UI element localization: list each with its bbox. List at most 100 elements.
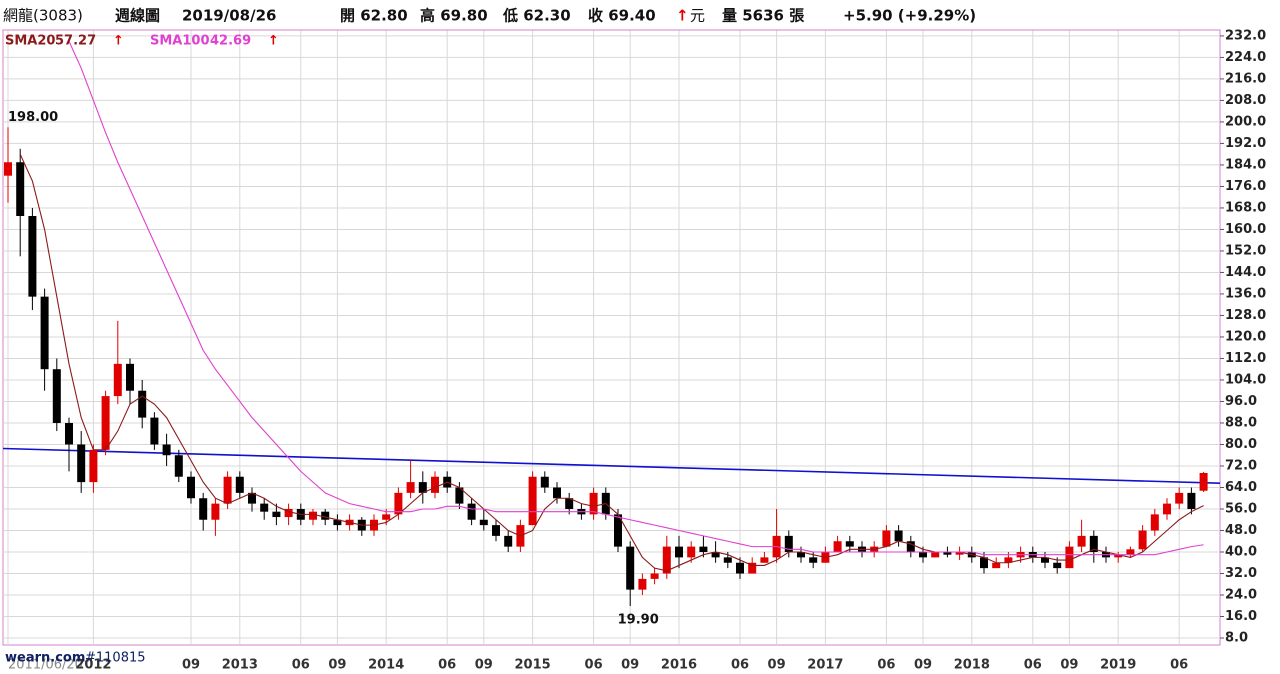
x-tick-label: 2011/06/20 xyxy=(8,658,83,673)
unit: 元 xyxy=(690,7,705,25)
legend-name: SMA100 xyxy=(150,34,210,49)
candle-body xyxy=(919,551,927,558)
candle-body xyxy=(4,162,12,176)
candle-body xyxy=(187,476,195,499)
x-tick-label: 2017 xyxy=(807,658,843,673)
candle-body xyxy=(736,562,744,574)
candle-body xyxy=(833,541,842,552)
candle-body xyxy=(1187,492,1196,509)
candle-body xyxy=(675,546,683,558)
plot-frame xyxy=(2,29,1221,646)
candle-body xyxy=(1199,472,1208,491)
y-tick-label: 208.0 xyxy=(1225,93,1266,108)
legend-value: 57.27 xyxy=(55,34,96,49)
y-tick-label: 136.0 xyxy=(1225,286,1266,301)
candle-body xyxy=(467,503,476,520)
y-tick-label: 128.0 xyxy=(1225,308,1266,323)
candle-body xyxy=(235,476,244,493)
candle-body xyxy=(540,476,549,488)
y-tick-label: 8.0 xyxy=(1225,631,1248,646)
candle-body xyxy=(406,482,415,493)
candle-body xyxy=(504,535,513,547)
candle-body xyxy=(382,514,391,520)
candle-body xyxy=(784,535,793,552)
candle-body xyxy=(711,551,720,558)
candle-body xyxy=(1077,535,1086,547)
candle-body xyxy=(1114,554,1123,558)
candle-body xyxy=(162,444,171,456)
watermark-id: #110815 xyxy=(85,651,146,666)
sma-line xyxy=(68,41,1204,556)
candle-body xyxy=(65,422,73,445)
legend-value: 42.69 xyxy=(210,34,251,49)
candle-body xyxy=(699,546,708,552)
y-tick-label: 216.0 xyxy=(1225,71,1266,86)
x-tick-label: 09 xyxy=(1060,658,1078,673)
candle-body xyxy=(1089,535,1098,552)
candle-body xyxy=(528,476,537,526)
x-tick-label: 2015 xyxy=(515,658,551,673)
y-tick-label: 200.0 xyxy=(1225,114,1266,129)
candle-body xyxy=(455,487,464,504)
candle-body xyxy=(809,557,818,563)
candle-body xyxy=(284,508,293,518)
price-annotation: 19.90 xyxy=(618,613,659,628)
candle-body xyxy=(955,551,964,555)
y-tick-label: 56.0 xyxy=(1225,501,1257,516)
candle-body xyxy=(565,498,574,509)
x-tick-label: 09 xyxy=(182,658,200,673)
x-tick-label: 06 xyxy=(1024,658,1042,673)
candle-body xyxy=(662,546,671,574)
candle-body xyxy=(626,546,635,590)
x-tick-label: 2013 xyxy=(222,658,258,673)
arrow: ↑ xyxy=(676,7,689,25)
y-tick-label: 80.0 xyxy=(1225,437,1257,452)
x-tick-label: 06 xyxy=(438,658,456,673)
candle-body xyxy=(980,557,988,569)
candle-body xyxy=(150,417,159,445)
candle-body xyxy=(723,557,732,563)
y-tick-label: 104.0 xyxy=(1225,372,1266,387)
candle-body xyxy=(126,363,134,391)
candle-body xyxy=(687,546,696,558)
candle-body xyxy=(650,573,659,579)
x-tick-label: 2018 xyxy=(954,658,990,673)
candle-body xyxy=(418,482,427,493)
x-tick-label: 06 xyxy=(585,658,603,673)
candle-body xyxy=(333,519,342,526)
candle-body xyxy=(1041,557,1049,563)
candle-body xyxy=(28,216,37,297)
candle-body xyxy=(394,492,403,515)
candle-body xyxy=(52,369,61,423)
candle-body xyxy=(760,557,769,563)
y-tick-label: 16.0 xyxy=(1225,609,1257,624)
candle-body xyxy=(223,476,232,504)
candle-body xyxy=(1163,503,1171,515)
candle-body xyxy=(101,396,110,450)
y-tick-label: 120.0 xyxy=(1225,329,1266,344)
candle-body xyxy=(309,511,317,520)
candle-body xyxy=(260,503,269,512)
y-tick-label: 184.0 xyxy=(1225,157,1266,172)
candle-body xyxy=(1053,562,1062,569)
candle-body xyxy=(1175,492,1184,504)
legend-name: SMA20 xyxy=(5,34,55,49)
candle-body xyxy=(40,296,49,370)
x-tick-label: 09 xyxy=(768,658,786,673)
legend-arrow: ↑ xyxy=(113,34,124,49)
candle-body xyxy=(748,562,757,574)
candle-body xyxy=(638,578,647,590)
y-tick-label: 48.0 xyxy=(1225,523,1257,538)
y-tick-label: 40.0 xyxy=(1225,544,1257,559)
candle-body xyxy=(931,551,940,558)
period: 週線圖 xyxy=(115,7,160,25)
grid xyxy=(3,30,1220,645)
y-tick-label: 176.0 xyxy=(1225,179,1266,194)
y-tick-label: 96.0 xyxy=(1225,394,1257,409)
x-tick-label: 06 xyxy=(292,658,310,673)
y-tick-label: 112.0 xyxy=(1225,351,1266,366)
candle-body xyxy=(479,519,488,526)
price-annotation: 198.00 xyxy=(8,110,58,125)
candle-body xyxy=(16,162,25,217)
